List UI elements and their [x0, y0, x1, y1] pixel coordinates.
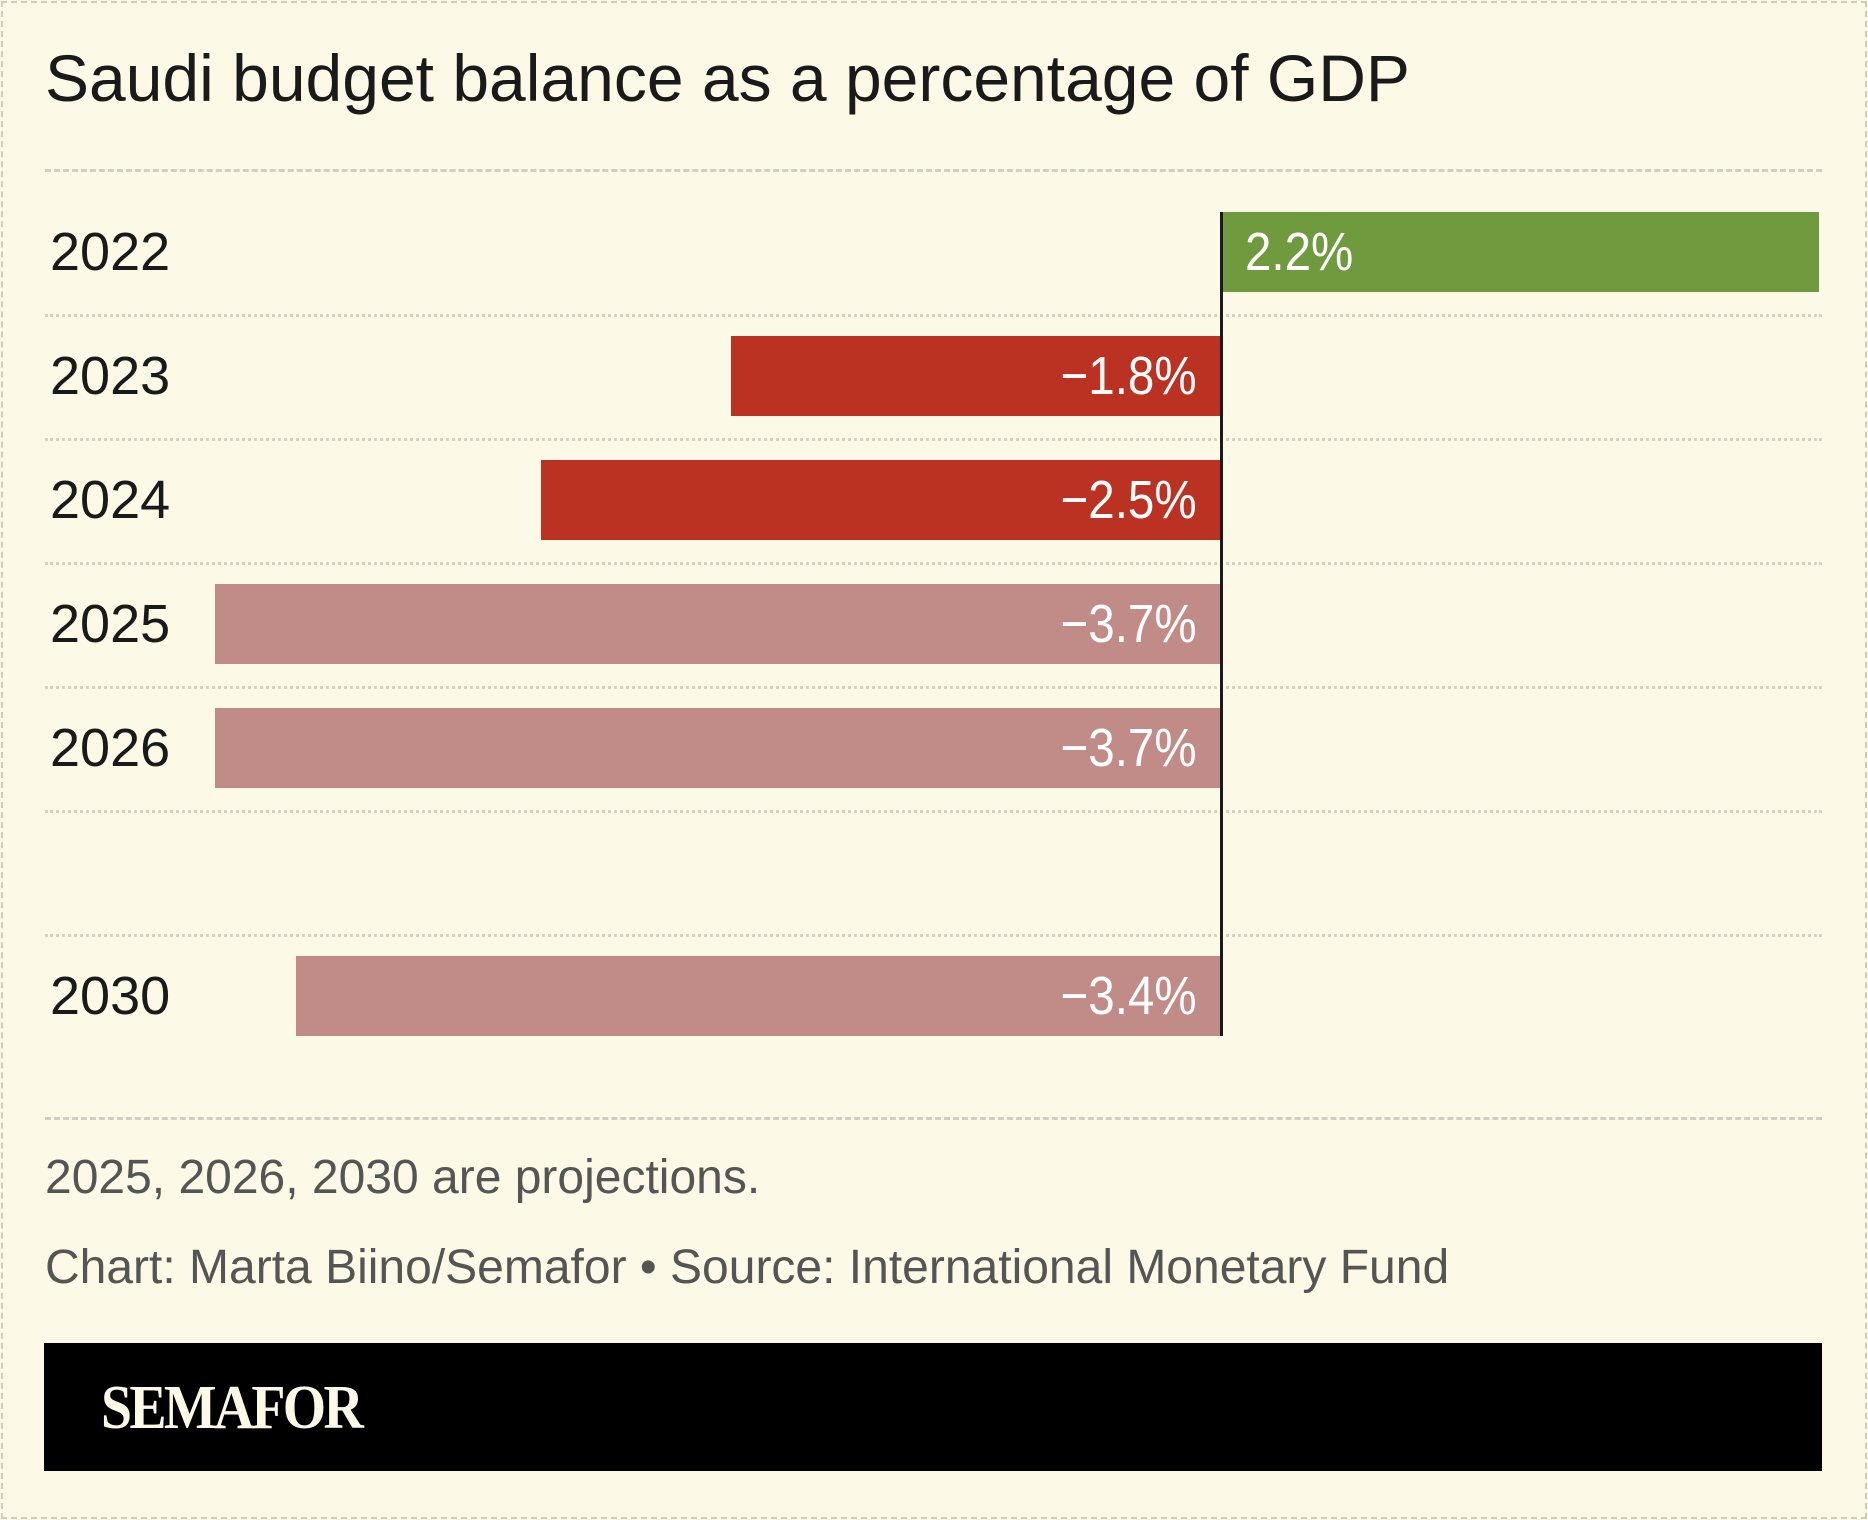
row-separator	[45, 438, 1822, 441]
bar-2030	[296, 956, 1221, 1036]
projection-note: 2025, 2026, 2030 are projections.	[45, 1151, 761, 1204]
row-separator	[45, 686, 1822, 689]
year-label: 2025	[50, 594, 171, 654]
value-label: −1.8%	[1060, 346, 1197, 406]
zero-axis	[1220, 212, 1223, 1036]
row-separator	[45, 934, 1822, 937]
row-separator	[45, 562, 1822, 565]
bar-2025	[214, 584, 1221, 664]
year-label: 2022	[50, 222, 171, 282]
value-label: 2.2%	[1245, 222, 1354, 282]
value-label: −3.7%	[1060, 594, 1197, 654]
top-divider	[45, 169, 1822, 172]
semafor-logo: SEMAFOR	[101, 1374, 364, 1442]
bottom-divider	[45, 1117, 1822, 1120]
bar-2024	[541, 460, 1221, 540]
bar-2022	[1221, 212, 1820, 292]
brand-bar: SEMAFOR	[44, 1343, 1822, 1471]
bar-2026	[214, 708, 1221, 788]
year-label: 2030	[50, 966, 171, 1026]
value-label: −2.5%	[1060, 470, 1197, 530]
row-separator	[45, 810, 1822, 813]
year-label: 2026	[50, 718, 171, 778]
bar-2023	[731, 336, 1221, 416]
value-label: −3.4%	[1060, 966, 1197, 1026]
year-label: 2024	[50, 470, 171, 530]
source-credit: Chart: Marta Biino/Semafor • Source: Int…	[45, 1241, 1450, 1294]
row-separator	[45, 314, 1822, 317]
value-label: −3.7%	[1060, 718, 1197, 778]
year-label: 2023	[50, 346, 171, 406]
chart-title: Saudi budget balance as a percentage of …	[45, 41, 1410, 115]
